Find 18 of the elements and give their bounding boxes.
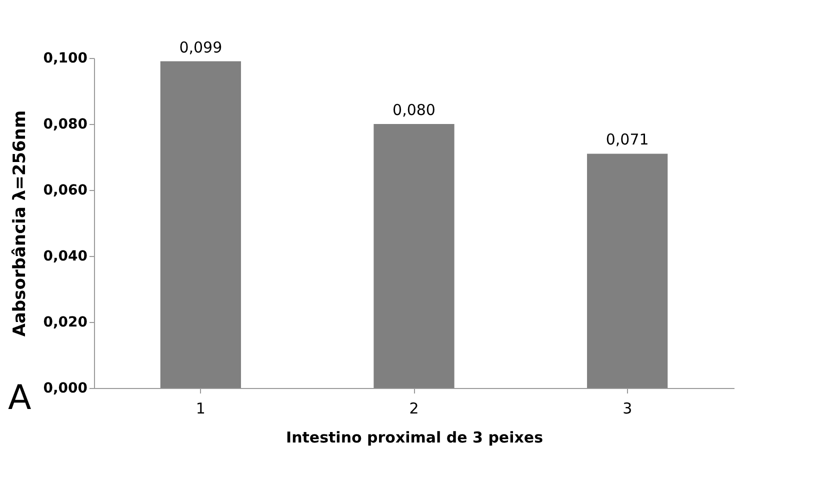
y-tick-label: 0,020: [43, 314, 88, 330]
x-tick-label: 1: [196, 400, 206, 418]
data-label: 0,080: [392, 101, 436, 119]
y-tick-label: 0,080: [43, 116, 88, 132]
x-axis-title: Intestino proximal de 3 peixes: [286, 428, 544, 446]
x-tick-label: 3: [622, 400, 632, 418]
bar: [160, 61, 241, 388]
y-tick-label: 0,000: [43, 380, 88, 396]
text: A: [8, 378, 32, 418]
y-tick-label: 0,040: [43, 248, 88, 264]
bar: [374, 124, 454, 388]
x-tick-label: 2: [409, 400, 419, 418]
data-label: 0,071: [606, 130, 649, 149]
data-label: 0,099: [179, 38, 222, 56]
y-axis-title: Aabsorbância λ=256nm: [10, 110, 30, 337]
y-tick-label: 0,100: [43, 50, 88, 66]
bar: [587, 154, 668, 388]
y-tick-label: 0,060: [43, 182, 88, 198]
